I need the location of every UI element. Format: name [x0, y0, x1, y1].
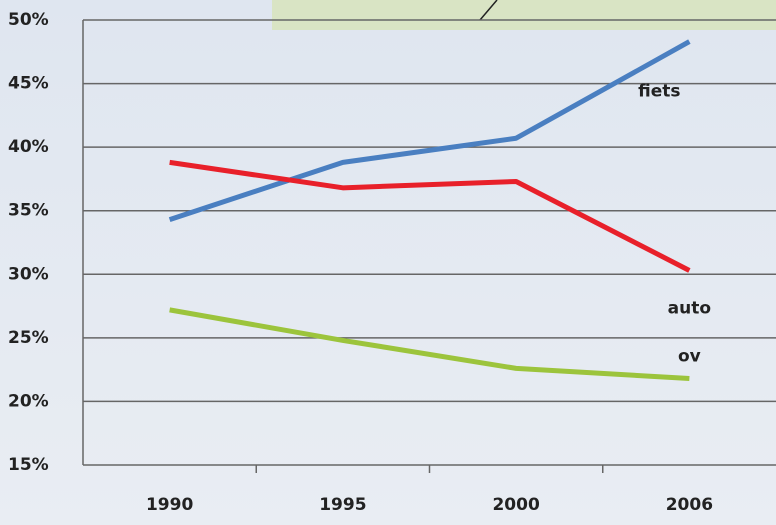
x-tick-label: 2006: [666, 495, 713, 515]
y-tick-label: 20%: [8, 391, 49, 411]
series-label: ov: [678, 347, 701, 367]
y-tick-label: 30%: [8, 264, 49, 284]
y-tick-label: 15%: [8, 455, 49, 475]
y-tick-label: 35%: [8, 201, 49, 221]
y-tick-label: 25%: [8, 328, 49, 348]
y-tick-label: 50%: [8, 10, 49, 30]
x-tick-label: 2000: [492, 495, 539, 515]
x-tick-label: 1990: [146, 495, 193, 515]
series-line: [170, 42, 690, 220]
series-line: [170, 310, 690, 379]
chart: 15% 20% 25% 30% 35% 40% 45% 50% 1990 1995 2000 2006…: [0, 0, 776, 525]
series-label: auto: [668, 298, 711, 318]
x-tick-label: 1995: [319, 495, 366, 515]
y-tick-label: 45%: [8, 74, 49, 94]
y-tick-label: 40%: [8, 137, 49, 157]
series-label: fiets: [638, 82, 680, 102]
decoration: [272, 0, 776, 30]
series-line: [170, 162, 690, 270]
